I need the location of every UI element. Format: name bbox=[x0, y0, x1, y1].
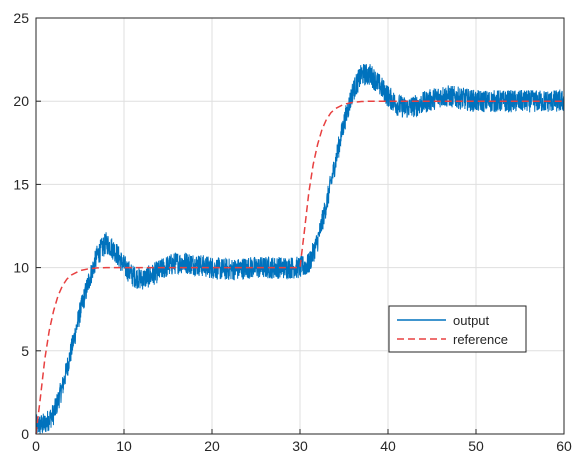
y-tick-label: 20 bbox=[13, 93, 29, 109]
y-tick-label: 15 bbox=[13, 176, 29, 192]
x-tick-label: 0 bbox=[32, 438, 40, 454]
legend-label-output: output bbox=[453, 313, 490, 328]
y-tick-label: 5 bbox=[21, 343, 29, 359]
x-tick-label: 40 bbox=[380, 438, 396, 454]
legend-box bbox=[388, 305, 527, 353]
x-tick-label: 10 bbox=[116, 438, 132, 454]
y-tick-label: 0 bbox=[21, 426, 29, 442]
series-line-output bbox=[35, 64, 565, 434]
x-tick-label: 30 bbox=[292, 438, 308, 454]
x-tick-label: 60 bbox=[556, 438, 572, 454]
y-tick-label: 10 bbox=[13, 260, 29, 276]
legend-label-reference: reference bbox=[453, 332, 508, 347]
x-tick-label: 20 bbox=[204, 438, 220, 454]
legend: output reference bbox=[388, 305, 527, 353]
y-tick-label: 25 bbox=[13, 10, 29, 26]
x-tick-label: 50 bbox=[468, 438, 484, 454]
